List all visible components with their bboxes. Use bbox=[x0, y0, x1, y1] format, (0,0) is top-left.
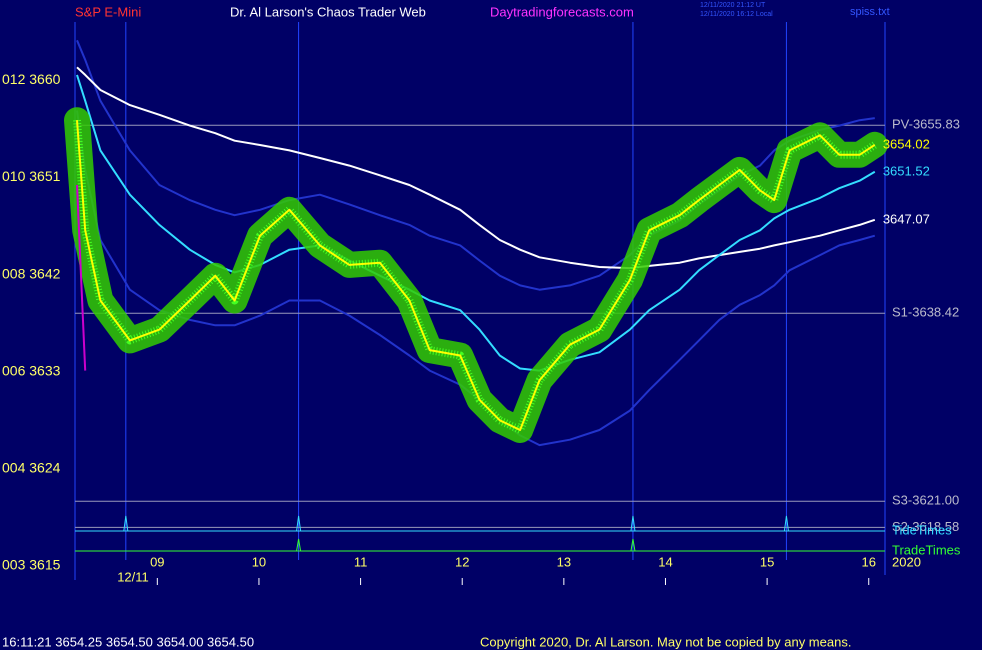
series-line bbox=[76, 184, 87, 371]
x-tick-label: 14 bbox=[658, 554, 672, 569]
year-label: 2020 bbox=[892, 554, 921, 569]
last-value-label: 3647.07 bbox=[883, 211, 930, 226]
time-local: 12/11/2020 16:12 Local bbox=[700, 11, 773, 18]
y-tick-label: 010 3651 bbox=[2, 168, 61, 184]
date-label: 12/11 bbox=[117, 569, 149, 584]
copyright: Copyright 2020, Dr. Al Larson. May not b… bbox=[480, 634, 851, 649]
tide-times-spike bbox=[296, 515, 302, 532]
tide-times-label: TideTimes bbox=[892, 522, 952, 537]
last-value-label: 3654.02 bbox=[883, 136, 930, 151]
series-line bbox=[76, 39, 875, 291]
level-label: S3-3621.00 bbox=[892, 493, 959, 508]
x-tick-label: 16 bbox=[862, 554, 876, 569]
file-name: spiss.txt bbox=[850, 6, 890, 18]
y-tick-label: 008 3642 bbox=[2, 265, 61, 281]
trade-times-label: TradeTimes bbox=[892, 542, 961, 557]
symbol: S&P E-Mini bbox=[75, 4, 141, 19]
x-tick-label: 13 bbox=[557, 554, 571, 569]
tide-times-spike bbox=[630, 515, 636, 532]
quote: 16:11:21 3654.25 3654.50 3654.00 3654.50 bbox=[2, 634, 254, 649]
level-label: S2-3618.58 bbox=[892, 519, 959, 534]
series-line bbox=[76, 74, 876, 372]
x-tick-label: 10 bbox=[252, 554, 266, 569]
level-label: S1-3638.42 bbox=[892, 305, 959, 320]
y-tick-label: 006 3633 bbox=[2, 362, 61, 378]
level-label: PV-3655.83 bbox=[892, 117, 960, 132]
site-url: Daytradingforecasts.com bbox=[490, 4, 634, 19]
site-title: Dr. Al Larson's Chaos Trader Web bbox=[230, 4, 426, 19]
series-line bbox=[76, 66, 876, 270]
last-value-label: 3651.52 bbox=[883, 163, 930, 178]
time-ut: 12/11/2020 21:12 UT bbox=[700, 2, 766, 9]
trade-times-spike bbox=[630, 538, 636, 552]
x-tick-label: 11 bbox=[354, 554, 368, 569]
y-tick-label: 003 3615 bbox=[2, 557, 61, 573]
x-tick-label: 15 bbox=[760, 554, 774, 569]
y-tick-label: 012 3660 bbox=[2, 71, 61, 87]
y-tick-label: 004 3624 bbox=[2, 460, 61, 476]
tide-times-spike bbox=[783, 515, 789, 532]
x-tick-label: 09 bbox=[150, 554, 164, 569]
series-line bbox=[76, 120, 876, 431]
trade-times-spike bbox=[296, 538, 302, 552]
x-tick-label: 12 bbox=[455, 554, 469, 569]
tide-times-spike bbox=[123, 515, 129, 532]
